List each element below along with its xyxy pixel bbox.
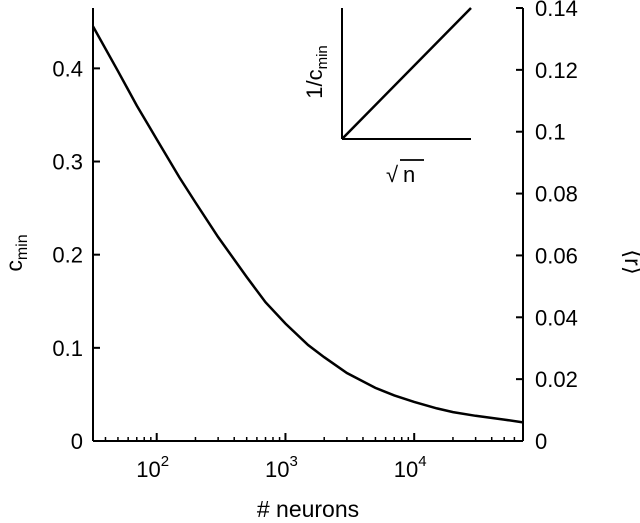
inset-line — [341, 7, 472, 140]
right-y-tick-label: 0.14 — [535, 0, 578, 21]
x-ticks: 102 103 104 — [104, 433, 524, 482]
right-y-tick-label: 0.04 — [535, 305, 578, 330]
right-y-tick-label: 0 — [535, 429, 547, 454]
left-y-ticks: 0 0.1 0.2 0.3 0.4 — [52, 56, 100, 454]
inset-y-label-main: 1/c — [302, 69, 327, 98]
data-line — [91, 25, 524, 424]
y2-axis-label: ⟨r⟩ — [620, 249, 640, 275]
right-y-tick-label: 0.08 — [535, 182, 578, 207]
left-y-tick-label: 0.3 — [52, 150, 83, 175]
inset-y-label: 1/cmin — [302, 45, 331, 99]
x-axis-label: # neurons — [257, 496, 359, 522]
right-y-ticks: 0 0.02 0.04 0.06 0.08 0.1 0.12 0.14 — [516, 0, 578, 454]
svg-text:1/cmin: 1/cmin — [302, 45, 331, 99]
y-axis-label: cmin — [1, 234, 31, 271]
x-tick-label: 103 — [265, 453, 298, 482]
left-y-tick-label: 0 — [71, 429, 83, 454]
left-y-tick-label: 0.1 — [52, 336, 83, 361]
y-axis-label-main: c — [1, 260, 27, 272]
right-y-tick-label: 0.12 — [535, 58, 578, 83]
y-axis-label-sub: min — [14, 234, 31, 260]
left-y-tick-label: 0.4 — [52, 56, 83, 81]
inset-x-label-var: n — [403, 162, 415, 187]
inset-x-label: √ n — [386, 159, 424, 187]
svg-text:⟨r⟩: ⟨r⟩ — [620, 249, 640, 275]
inset-y-label-sub: min — [314, 45, 331, 69]
left-y-tick-label: 0.2 — [52, 243, 83, 268]
x-tick-label: 104 — [394, 453, 427, 482]
right-y-tick-label: 0.06 — [535, 243, 578, 268]
inset-x-label-radical: √ — [386, 162, 399, 187]
x-tick-label: 102 — [136, 453, 169, 482]
inset: 1/cmin √ n — [302, 7, 472, 187]
right-y-tick-label: 0.1 — [535, 120, 566, 145]
right-y-tick-label: 0.02 — [535, 367, 578, 392]
svg-text:cmin: cmin — [1, 234, 31, 271]
